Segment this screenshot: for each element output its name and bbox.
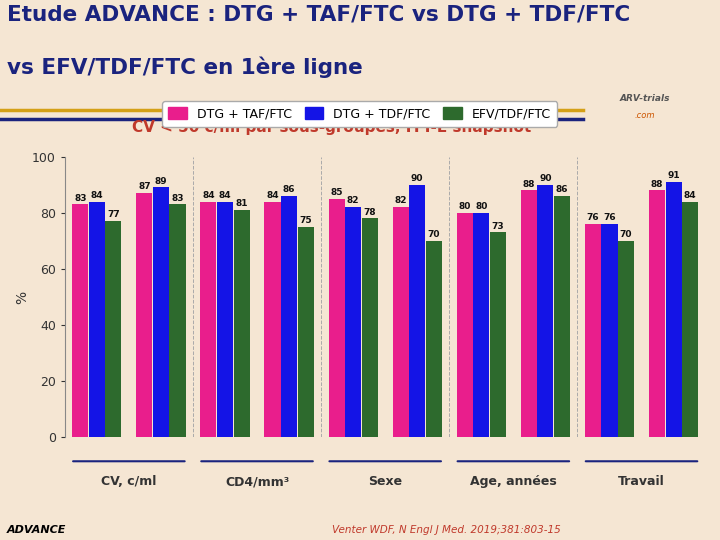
Text: 70: 70 — [620, 230, 632, 239]
Bar — [345, 207, 361, 437]
Text: .com: .com — [634, 111, 654, 120]
Bar — [456, 213, 473, 437]
Text: Venter WDF, N Engl J Med. 2019;381:803-15: Venter WDF, N Engl J Med. 2019;381:803-1… — [332, 524, 561, 535]
Bar — [169, 204, 186, 437]
Text: 80: 80 — [475, 202, 487, 211]
Bar — [618, 241, 634, 437]
Bar — [153, 187, 169, 437]
Bar — [297, 227, 314, 437]
Text: Travail: Travail — [618, 475, 665, 488]
Text: 86: 86 — [283, 185, 295, 194]
Text: 84: 84 — [219, 191, 231, 200]
Text: 90: 90 — [539, 174, 552, 183]
Bar — [490, 232, 506, 437]
Bar — [601, 224, 618, 437]
Text: 84: 84 — [684, 191, 696, 200]
Text: 78: 78 — [364, 208, 376, 217]
Bar — [409, 185, 426, 437]
Bar — [473, 213, 490, 437]
Bar — [72, 204, 89, 437]
Bar — [537, 185, 554, 437]
Bar — [426, 241, 442, 437]
Text: Age, années: Age, années — [470, 475, 557, 488]
Text: 86: 86 — [556, 185, 568, 194]
Text: 90: 90 — [411, 174, 423, 183]
Bar — [665, 182, 682, 437]
Text: 88: 88 — [523, 180, 535, 188]
Text: 75: 75 — [300, 216, 312, 225]
Text: 70: 70 — [428, 230, 440, 239]
Bar — [136, 193, 153, 437]
Bar — [217, 201, 233, 437]
Bar — [682, 201, 698, 437]
Text: 73: 73 — [492, 222, 504, 231]
Text: 85: 85 — [330, 188, 343, 197]
Bar — [328, 199, 345, 437]
Text: ADVANCE: ADVANCE — [7, 524, 66, 535]
Bar — [200, 201, 217, 437]
Text: CV < 50 c/ml par sous-groupes, ITT-E snapshot: CV < 50 c/ml par sous-groupes, ITT-E sna… — [132, 120, 531, 135]
Text: 82: 82 — [395, 197, 407, 205]
Text: Sexe: Sexe — [368, 475, 402, 488]
Legend: DTG + TAF/FTC, DTG + TDF/FTC, EFV/TDF/FTC: DTG + TAF/FTC, DTG + TDF/FTC, EFV/TDF/FT… — [162, 101, 557, 126]
Bar — [105, 221, 122, 437]
Text: 76: 76 — [587, 213, 599, 222]
Text: 77: 77 — [107, 211, 120, 219]
Text: 83: 83 — [74, 194, 86, 202]
Bar — [361, 218, 378, 437]
Text: CV, c/ml: CV, c/ml — [102, 475, 156, 488]
Text: 84: 84 — [202, 191, 215, 200]
Bar — [264, 201, 281, 437]
Text: 81: 81 — [235, 199, 248, 208]
Bar — [649, 190, 665, 437]
Y-axis label: %: % — [15, 291, 29, 303]
Text: 76: 76 — [603, 213, 616, 222]
Text: 83: 83 — [171, 194, 184, 202]
Text: 84: 84 — [266, 191, 279, 200]
Bar — [521, 190, 537, 437]
Bar — [281, 196, 297, 437]
Text: 91: 91 — [667, 171, 680, 180]
Bar — [554, 196, 570, 437]
Text: 84: 84 — [91, 191, 103, 200]
Text: 80: 80 — [459, 202, 471, 211]
Bar — [233, 210, 250, 437]
Bar — [392, 207, 409, 437]
Bar — [89, 201, 105, 437]
Text: CD4/mm³: CD4/mm³ — [225, 475, 289, 488]
Text: 88: 88 — [651, 180, 663, 188]
Text: Etude ADVANCE : DTG + TAF/FTC vs DTG + TDF/FTC: Etude ADVANCE : DTG + TAF/FTC vs DTG + T… — [7, 4, 631, 24]
Text: 82: 82 — [347, 197, 359, 205]
Text: vs EFV/TDF/FTC en 1ère ligne: vs EFV/TDF/FTC en 1ère ligne — [7, 56, 363, 78]
Text: ARV-trials: ARV-trials — [619, 94, 670, 103]
Text: 89: 89 — [155, 177, 167, 186]
Text: 87: 87 — [138, 183, 150, 191]
Bar — [585, 224, 601, 437]
